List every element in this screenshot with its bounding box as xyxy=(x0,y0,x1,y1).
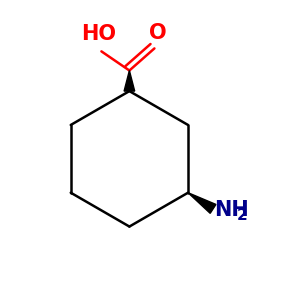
Polygon shape xyxy=(188,193,216,213)
Text: HO: HO xyxy=(81,24,116,44)
Text: 2: 2 xyxy=(237,208,248,223)
Text: O: O xyxy=(148,22,166,43)
Polygon shape xyxy=(124,70,135,91)
Text: NH: NH xyxy=(214,200,249,220)
